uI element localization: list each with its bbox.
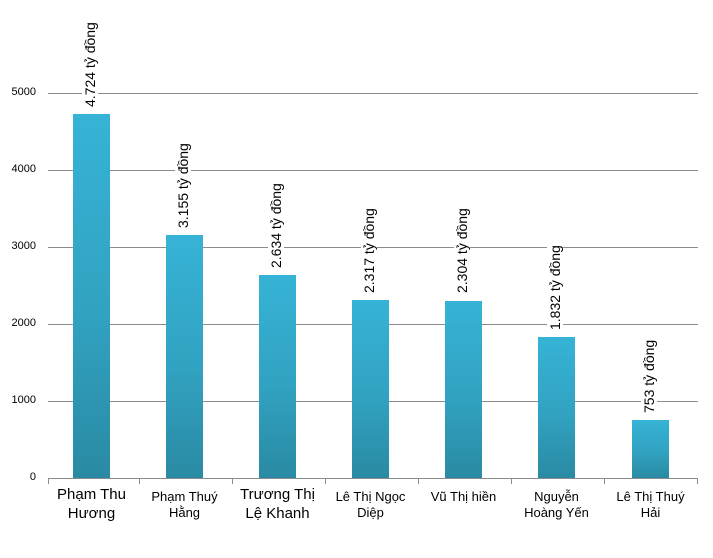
data-label: 2.317 tỷ đồng <box>361 205 377 296</box>
bar-truong-thi-le-khanh <box>259 275 296 478</box>
x-tick-mark <box>511 478 512 484</box>
x-label-line: Hoàng Yến <box>524 505 589 521</box>
y-tick-label: 2000 <box>11 317 36 329</box>
x-tick-mark <box>604 478 605 484</box>
data-label: 1.832 tỷ đồng <box>547 242 563 333</box>
x-tick-mark <box>48 478 49 484</box>
y-tick-label: 0 <box>29 471 36 483</box>
data-label: 4.724 tỷ đồng <box>82 19 98 110</box>
x-tick-mark <box>418 478 419 484</box>
x-category-label: Trương Thị Lệ Khanh <box>231 486 324 524</box>
y-tick-label: 3000 <box>11 240 36 252</box>
x-tick-mark <box>697 478 698 484</box>
x-label-line: Hải <box>640 505 661 521</box>
x-label-line: Lê Thị Ngọc <box>335 489 406 504</box>
data-label: 2.304 tỷ đồng <box>454 205 470 296</box>
data-label: 753 tỷ đồng <box>641 336 657 416</box>
x-category-label: Lê Thị Thuý Hải <box>604 489 697 522</box>
x-tick-mark <box>139 478 140 484</box>
gridline-4000 <box>48 170 698 171</box>
x-label-line: Nguyễn <box>534 489 579 504</box>
x-tick-mark <box>325 478 326 484</box>
data-label: 3.155 tỷ đồng <box>175 140 191 231</box>
x-category-label: Phạm Thuý Hằng <box>138 489 231 522</box>
bar-pham-thuy-hang <box>166 235 203 478</box>
x-label-line: Lê Thị Thuý <box>616 489 685 504</box>
x-label-line: Hằng <box>168 505 201 521</box>
x-category-label: Phạm Thu Hương <box>45 486 138 524</box>
x-label-line: Lệ Khanh <box>245 504 310 522</box>
bar-le-thi-thuy-hai <box>632 420 669 478</box>
y-tick-label: 5000 <box>11 86 36 98</box>
bar-pham-thu-huong <box>73 114 110 478</box>
x-tick-mark <box>232 478 233 484</box>
x-label-line: Vũ Thị hiền <box>430 489 497 504</box>
x-label-line: Trương Thị <box>240 486 315 503</box>
x-category-label: Nguyễn Hoàng Yến <box>510 489 603 522</box>
y-tick-label: 4000 <box>11 163 36 175</box>
x-label-line: Phạm Thu <box>57 486 126 503</box>
x-label-line: Diệp <box>357 505 384 521</box>
bar-vu-thi-hien <box>445 301 482 478</box>
bar-nguyen-hoang-yen <box>538 337 575 478</box>
x-axis-line <box>48 478 698 479</box>
x-category-label: Vũ Thị hiền <box>417 489 510 505</box>
bar-le-thi-ngoc-diep <box>352 300 389 478</box>
x-label-line: Hương <box>67 504 116 522</box>
gridline-5000 <box>48 93 698 94</box>
data-label: 2.634 tỷ đồng <box>268 180 284 271</box>
y-tick-label: 1000 <box>11 394 36 406</box>
x-label-line: Phạm Thuý <box>151 489 218 504</box>
x-category-label: Lê Thị Ngọc Diệp <box>324 489 417 522</box>
